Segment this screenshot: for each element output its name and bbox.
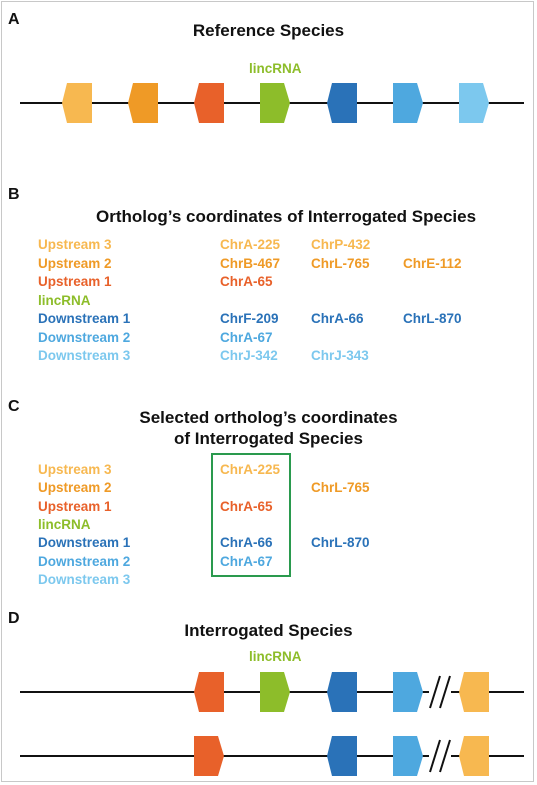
ortholog-coordinate: ChrB-467 [220, 255, 281, 271]
panel-d-title: Interrogated Species [184, 621, 353, 640]
interrogated-gene-track-1 [20, 672, 524, 712]
panel-c-title-line1: Selected ortholog’s coordinates [139, 408, 398, 427]
ortholog-row-label: lincRNA [38, 292, 91, 308]
gene-down2 [393, 83, 423, 123]
reference-gene-track [20, 83, 524, 123]
ortholog-coordinate: ChrJ-342 [220, 348, 278, 363]
gene-linc [260, 672, 290, 712]
ortholog-coordinate: ChrA-225 [220, 237, 281, 252]
panel-b-title: Ortholog’s coordinates of Interrogated S… [96, 207, 477, 226]
gene-up2 [128, 83, 158, 123]
ortholog-row-label: Downstream 2 [38, 329, 131, 345]
ortholog-coordinate: ChrA-67 [220, 329, 273, 345]
gene-down2 [393, 672, 423, 712]
selected-row-label: Upstream 3 [38, 462, 112, 477]
panel-a-letter: A [8, 11, 20, 28]
panel-a-title: Reference Species [192, 21, 345, 40]
gene-up1 [194, 672, 224, 712]
ortholog-coordinate: ChrP-432 [311, 237, 371, 252]
ortholog-coordinate: ChrE-112 [403, 255, 462, 271]
ortholog-row-label: Upstream 3 [38, 237, 112, 252]
panel-c-title-line2: of Interrogated Species [174, 429, 363, 448]
selected-row-label: lincRNA [38, 516, 91, 532]
gene-down1 [327, 672, 357, 712]
ortholog-coordinate: ChrJ-343 [311, 348, 369, 363]
break-slash [439, 739, 451, 773]
break-slash [439, 675, 451, 709]
selected-row-label: Downstream 3 [38, 571, 131, 587]
break-gap [429, 752, 451, 760]
selected-row-label: Downstream 2 [38, 553, 131, 569]
gene-linc [260, 83, 290, 123]
panel-d-letter: D [8, 610, 20, 627]
selected-row-label: Upstream 2 [38, 480, 112, 496]
ortholog-row-label: Downstream 1 [38, 311, 131, 326]
gene-down1 [327, 83, 357, 123]
ortholog-coordinate: ChrA-65 [220, 274, 273, 289]
gene-down3 [459, 83, 489, 123]
gene-down2 [393, 736, 423, 776]
ortholog-row-label: Downstream 3 [38, 348, 131, 363]
panel-b-letter: B [8, 186, 20, 203]
break-slash [429, 675, 441, 709]
gene-up3 [459, 672, 489, 712]
ortholog-coordinate: ChrA-66 [311, 311, 364, 326]
selected-row-label: Downstream 1 [38, 535, 131, 551]
ortholog-coordinate: ChrF-209 [220, 311, 279, 326]
selected-coordinate: ChrA-65 [220, 498, 273, 514]
ortholog-coordinate: ChrL-765 [311, 255, 370, 271]
ortholog-row-label: Upstream 1 [38, 274, 112, 289]
gene-down1 [327, 736, 357, 776]
break-slash [429, 739, 441, 773]
selected-row-label: Upstream 1 [38, 498, 112, 514]
ortholog-coordinate: ChrL-870 [403, 311, 462, 326]
selected-coordinate: ChrA-67 [220, 553, 273, 569]
selected-coordinate: ChrL-870 [311, 535, 370, 551]
interrogated-gene-track-2 [20, 736, 524, 776]
panel-c-letter: C [8, 398, 20, 415]
gene-up3 [459, 736, 489, 776]
selected-coordinate: ChrA-66 [220, 535, 273, 551]
selected-coordinate: ChrL-765 [311, 480, 370, 496]
gene-up1 [194, 736, 224, 776]
break-gap [429, 688, 451, 696]
gene-up1 [194, 83, 224, 123]
panel-a-lincrna-label: lincRNA [249, 61, 302, 76]
ortholog-row-label: Upstream 2 [38, 255, 112, 271]
selected-coordinate: ChrA-225 [220, 462, 281, 477]
gene-up3 [62, 83, 92, 123]
selected-coordinates-box [211, 453, 291, 577]
panel-d-lincrna-label: lincRNA [249, 649, 302, 664]
